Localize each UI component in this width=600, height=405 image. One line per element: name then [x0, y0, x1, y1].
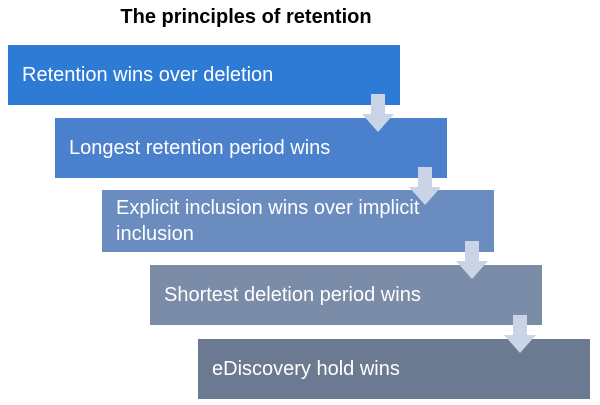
step-1-box: Retention wins over deletion: [8, 45, 400, 105]
step-5-label: eDiscovery hold wins: [212, 358, 400, 380]
step-3-label: Explicit inclusion wins over implicit in…: [116, 197, 420, 245]
step-4-label: Shortest deletion period wins: [164, 284, 421, 306]
step-4-box: Shortest deletion period wins: [150, 265, 542, 325]
step-3-box: Explicit inclusion wins over implicit in…: [102, 190, 494, 252]
down-arrow-icon: [362, 94, 394, 132]
step-2-label: Longest retention period wins: [69, 137, 331, 159]
step-1-label: Retention wins over deletion: [22, 64, 274, 86]
diagram-title: The principles of retention: [120, 6, 372, 28]
down-arrow-icon: [409, 167, 441, 205]
step-2-box: Longest retention period wins: [55, 118, 447, 178]
down-arrow-icon: [456, 241, 488, 279]
down-arrow-icon: [504, 315, 536, 353]
step-5-box: eDiscovery hold wins: [198, 339, 590, 399]
